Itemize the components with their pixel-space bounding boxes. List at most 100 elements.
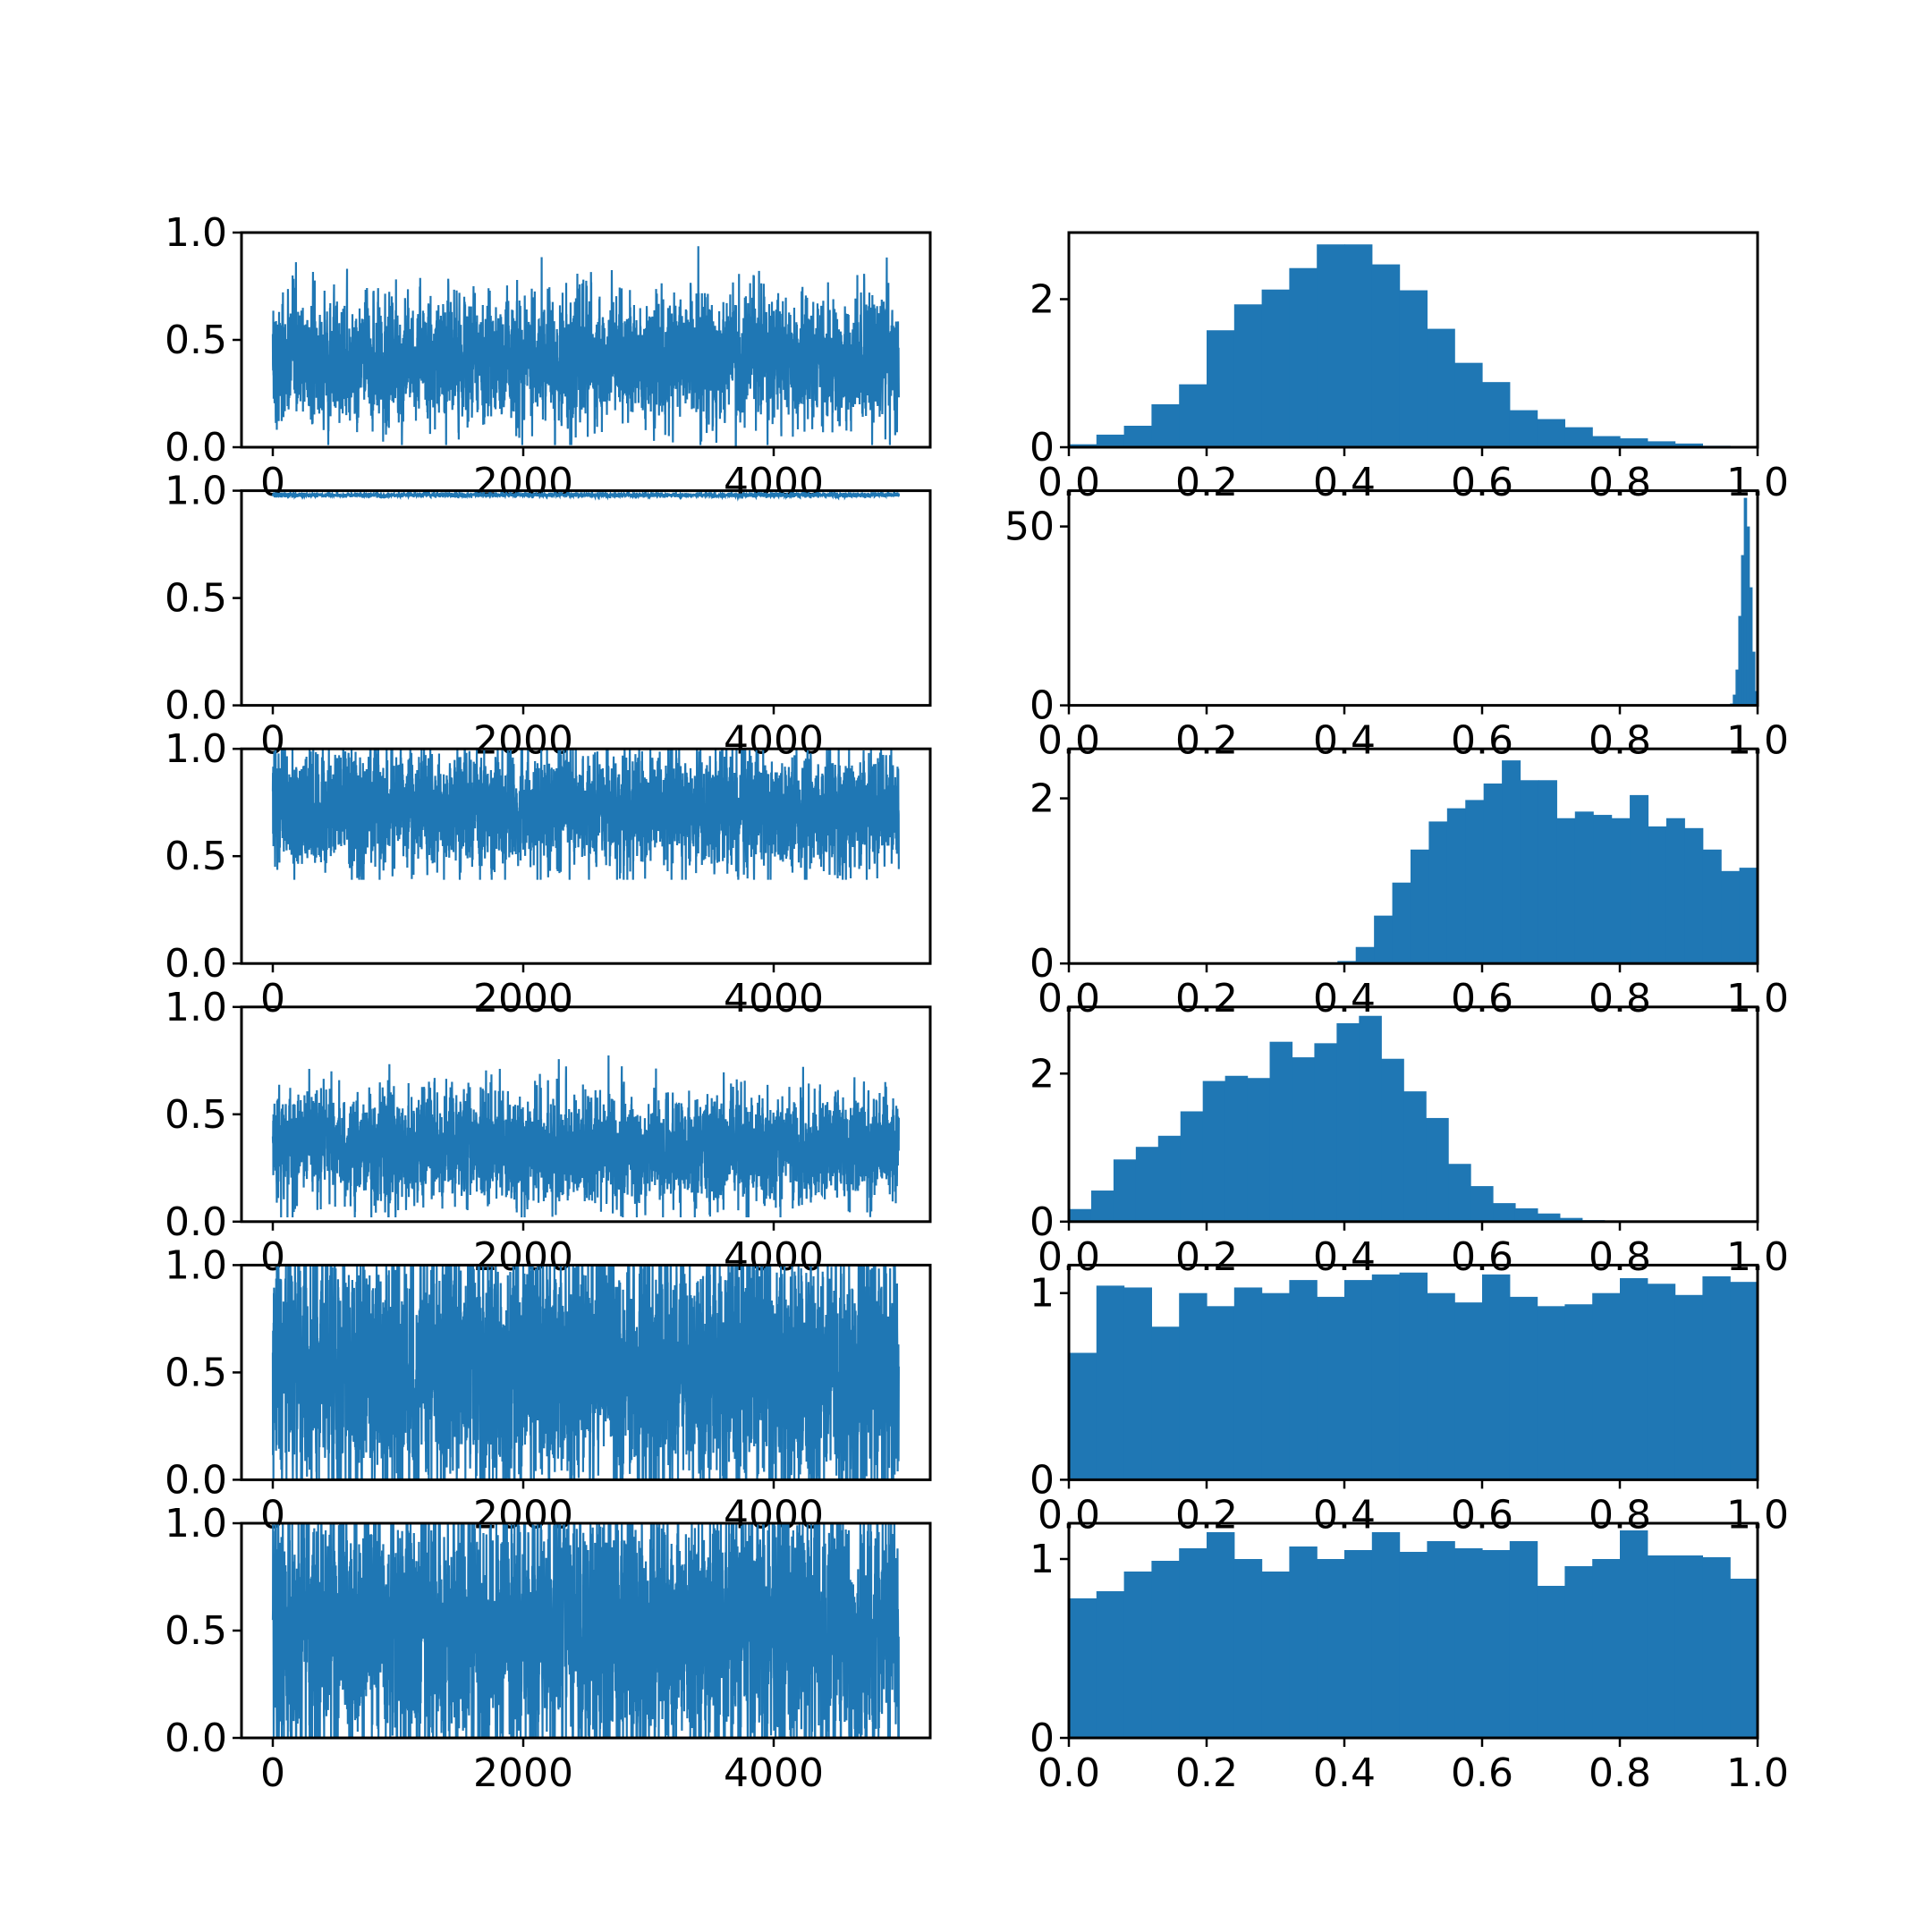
x-tick-label: 0.8	[1589, 1750, 1651, 1796]
histogram-bar	[1537, 1306, 1565, 1480]
x-tick-label: 0.8	[1589, 718, 1651, 764]
histogram-bar	[1427, 1541, 1455, 1738]
histogram-bar	[1399, 290, 1428, 447]
y-tick-label: 1	[1030, 1271, 1055, 1317]
histogram-bar	[1493, 1203, 1516, 1222]
x-tick-label: 0.2	[1175, 1234, 1238, 1280]
histogram-bar	[1207, 1306, 1235, 1480]
histogram-bar	[1090, 1191, 1114, 1222]
histogram-bar	[1559, 1217, 1583, 1222]
y-tick-label: 0.5	[165, 1350, 227, 1395]
histogram-bar	[1592, 1292, 1621, 1480]
histogram-bar	[1180, 1111, 1204, 1222]
x-tick-label: 0.2	[1175, 1492, 1238, 1538]
trace-panel-5: 0 2000 4000 0.0 0.5 1.0	[165, 1501, 932, 1796]
histogram-bar	[1735, 669, 1740, 706]
histogram-bar	[1374, 915, 1394, 964]
histogram-bar	[1470, 1186, 1494, 1222]
trace-line	[271, 246, 900, 446]
histogram-bar	[1754, 691, 1758, 706]
trace-line	[271, 1265, 900, 1480]
axes-frame	[1067, 1263, 1759, 1481]
y-tick-label: 0.0	[165, 941, 227, 987]
histogram-bar	[1123, 1572, 1152, 1738]
histogram-bar	[1427, 1292, 1455, 1480]
histogram-bar	[1355, 946, 1375, 964]
histogram-bar	[1537, 1586, 1565, 1738]
y-tick-label: 0.5	[165, 576, 227, 622]
histogram-bar	[1647, 441, 1676, 447]
histogram-bar	[1746, 526, 1750, 706]
x-tick-label: 4000	[724, 976, 824, 1021]
histogram-bar	[1454, 362, 1483, 447]
y-tick-label: 0	[1030, 683, 1055, 729]
histogram-bar	[1096, 1591, 1125, 1738]
y-tick-label: 50	[1004, 504, 1055, 550]
histogram-bar	[1684, 827, 1704, 964]
histogram-bar	[1592, 1559, 1621, 1738]
y-tick-label: 0.0	[165, 425, 227, 470]
histogram-bar	[1371, 1532, 1401, 1738]
x-tick-label: 0.2	[1175, 1750, 1238, 1796]
histogram-bar	[1538, 780, 1557, 964]
y-tick-label: 0.5	[165, 834, 227, 879]
histogram-bar	[1448, 1164, 1471, 1222]
histogram-bar	[1564, 427, 1593, 447]
histogram-bar	[1233, 1287, 1263, 1480]
histogram-bar	[1630, 794, 1649, 964]
histogram-bar	[1702, 1275, 1731, 1480]
x-tick-label: 0.8	[1589, 1234, 1651, 1280]
histogram-panel-0: 0.0 0.2 0.4 0.6 0.8 1.002	[1030, 231, 1789, 505]
histogram-bar	[1371, 1274, 1401, 1480]
histogram-bar	[1611, 818, 1631, 964]
x-tick-label: 2000	[473, 1750, 573, 1796]
histogram-panel-3: 0.0 0.2 0.4 0.6 0.8 1.002	[1030, 1005, 1789, 1280]
x-tick-label: 0.2	[1175, 460, 1238, 505]
histogram-bar	[1648, 826, 1667, 964]
y-tick-label: 0.0	[165, 1716, 227, 1761]
histogram-bar	[1317, 1559, 1345, 1738]
x-tick-label: 0.6	[1451, 718, 1513, 764]
histogram-bar	[1314, 1043, 1337, 1222]
x-tick-label: 0	[260, 1750, 285, 1796]
histogram-bar	[1482, 382, 1511, 447]
axes-frame	[1067, 231, 1759, 449]
histogram-bar	[1509, 410, 1538, 447]
y-tick-label: 2	[1030, 1051, 1055, 1097]
x-tick-label: 0	[260, 460, 285, 505]
histogram-bar	[1730, 1282, 1758, 1480]
histogram-bar	[1743, 497, 1748, 706]
x-tick-label: 0.6	[1451, 460, 1513, 505]
x-tick-label: 0	[260, 1234, 285, 1280]
x-tick-label: 0.6	[1451, 976, 1513, 1021]
histogram-bar	[1537, 1213, 1561, 1222]
histogram-bar	[1564, 1566, 1593, 1738]
y-tick-label: 2	[1030, 276, 1055, 322]
x-tick-label: 4000	[724, 1750, 824, 1796]
histogram-bar	[1674, 443, 1703, 447]
histogram-bar	[1465, 800, 1485, 964]
histogram-bar	[1556, 818, 1576, 964]
histogram-bar	[1123, 426, 1152, 447]
y-tick-label: 0	[1030, 425, 1055, 470]
histogram-bar	[1151, 1326, 1180, 1480]
y-tick-label: 1.0	[165, 985, 227, 1030]
histogram-bar	[1381, 1058, 1404, 1222]
x-tick-label: 0.4	[1313, 1234, 1376, 1280]
histogram-bar	[1739, 868, 1758, 964]
axes-frame	[1067, 1005, 1759, 1224]
axes-frame	[1067, 489, 1759, 708]
x-tick-label: 0.8	[1589, 976, 1651, 1021]
histogram-bar	[1292, 1057, 1316, 1222]
histogram-bar	[1344, 244, 1373, 447]
histogram-bar	[1702, 1557, 1731, 1738]
y-tick-label: 0	[1030, 941, 1055, 987]
histogram-bar	[1502, 760, 1521, 964]
histogram-bar	[1336, 1023, 1360, 1222]
trace-line	[271, 490, 900, 502]
x-tick-label: 0.4	[1313, 976, 1376, 1021]
histogram-bar	[1096, 434, 1125, 447]
